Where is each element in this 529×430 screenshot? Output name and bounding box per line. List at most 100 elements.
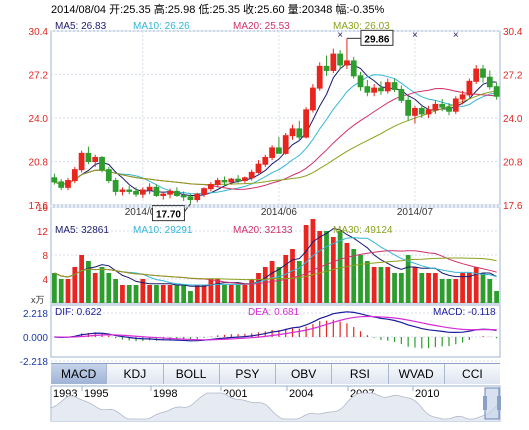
candle-body (316, 65, 323, 89)
candle-body (357, 75, 364, 88)
macd-dif-label: DIF: 0.622 (55, 307, 102, 318)
candle-body (248, 171, 255, 179)
volume-bar (351, 249, 357, 303)
volume-bar (256, 273, 261, 303)
macd-value-label: MACD: -0.118 (433, 307, 496, 318)
candle-body (398, 88, 405, 101)
macd-dea-label: DEA: 0.681 (248, 307, 300, 318)
volume-bar (324, 231, 329, 303)
volume-bar (133, 285, 139, 303)
candle-body (371, 87, 378, 93)
candle-body (364, 86, 371, 93)
tab-macd[interactable]: MACD (51, 364, 108, 384)
candle-body (350, 60, 357, 77)
candle-body (194, 193, 201, 201)
volume-bar (467, 273, 472, 303)
volume-bar (269, 261, 275, 303)
tab-kdj[interactable]: KDJ (107, 364, 164, 384)
volume-bar (52, 273, 57, 303)
volume-bar (276, 267, 282, 303)
price-y-tick-right: 20.8 (503, 158, 523, 169)
price-y-tick-left: 24.0 (29, 114, 49, 125)
volume-bar (174, 285, 180, 303)
volume-bar (72, 267, 78, 303)
price-y-tick-right: 30.4 (503, 27, 523, 38)
min-price-box (151, 205, 185, 222)
candle-body (173, 190, 180, 196)
volume-bar (249, 279, 255, 303)
candle-body (65, 180, 71, 188)
candle-body (337, 53, 344, 66)
tab-wvad[interactable]: WVAD (388, 364, 445, 384)
candle-body (269, 147, 275, 158)
volume-bar (460, 273, 465, 303)
timeline-year-label: 2010 (415, 388, 439, 400)
candle-body (235, 178, 241, 182)
price-ma-legend: MA20: 25.53 (233, 21, 290, 32)
candle-body (310, 87, 316, 111)
volume-bar (228, 285, 234, 303)
x-tick-label: 2014/07 (397, 207, 434, 218)
candle-body (119, 189, 126, 192)
candle-body (201, 188, 207, 195)
tab-cci[interactable]: CCI (444, 364, 500, 384)
volume-bar (398, 273, 404, 303)
candle-body (92, 156, 99, 162)
macd-y-tick: 2.218 (23, 309, 48, 320)
price-ma-legend: MA10: 26.26 (133, 21, 190, 32)
volume-bar (194, 285, 200, 303)
candle-body (160, 193, 167, 196)
volume-bar (426, 273, 431, 303)
candle-body (459, 94, 466, 100)
volume-unit: x万 (31, 295, 45, 305)
tab-boll[interactable]: BOLL (163, 364, 220, 384)
volume-bar (446, 279, 452, 303)
volume-bar (79, 255, 84, 303)
volume-bar (92, 273, 98, 303)
min-price-leader (184, 203, 191, 212)
candle-body (85, 152, 92, 162)
candle-body (296, 128, 303, 138)
candle-body (289, 128, 296, 137)
x-tick-label: 2014/06 (261, 207, 298, 218)
volume-bar (120, 285, 125, 303)
volume-bar (480, 273, 486, 303)
candle-body (303, 109, 309, 138)
candle-body (71, 169, 78, 182)
candle-body (432, 103, 439, 111)
event-marker: × (337, 30, 343, 41)
volume-bar (371, 267, 377, 303)
candle-body (439, 103, 446, 108)
candle-body (486, 76, 493, 88)
volume-y-tick: 16 (37, 203, 49, 214)
candle-body (323, 65, 330, 71)
candle-body (344, 60, 350, 66)
timeline-year-label: 1998 (153, 388, 177, 400)
tab-obv[interactable]: OBV (276, 364, 333, 384)
price-y-tick-left: 30.4 (29, 27, 49, 38)
candle-body (276, 147, 282, 154)
volume-bar (147, 285, 153, 303)
ma10-line (54, 74, 497, 195)
volume-bar (473, 267, 479, 303)
volume-bar (303, 225, 309, 303)
candle-body (473, 68, 480, 82)
candle-body (112, 180, 119, 192)
min-price-label: 17.70 (156, 210, 181, 221)
ma5-line (54, 62, 497, 196)
volume-bar (364, 261, 370, 303)
volume-bar (106, 273, 112, 303)
volume-bar (154, 285, 159, 303)
tab-rsi[interactable]: RSI (332, 364, 389, 384)
tab-psy[interactable]: PSY (219, 364, 276, 384)
price-y-tick-right: 17.6 (503, 201, 523, 212)
candle-body (384, 82, 391, 92)
dea-line (54, 315, 497, 341)
timeline-range-selector (484, 387, 500, 420)
candle-body (262, 156, 269, 165)
event-marker: × (412, 30, 418, 41)
price-ma-legend: MA5: 26.83 (55, 21, 107, 32)
volume-bar (310, 219, 316, 303)
volume-bar (296, 261, 302, 303)
volume-y-tick: 4 (42, 275, 48, 286)
